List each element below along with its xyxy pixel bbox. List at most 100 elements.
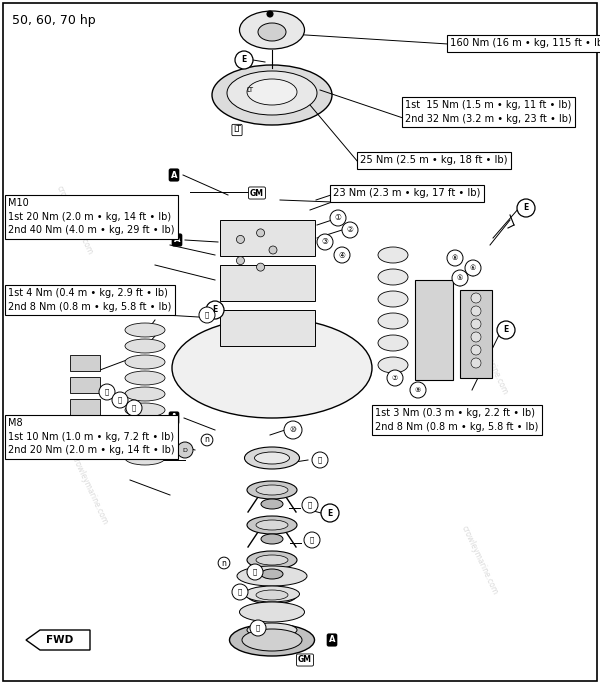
Text: 23 Nm (2.3 m • kg, 17 ft • lb): 23 Nm (2.3 m • kg, 17 ft • lb) <box>333 188 481 198</box>
Circle shape <box>497 321 515 339</box>
Ellipse shape <box>172 318 372 418</box>
Circle shape <box>236 235 244 244</box>
Ellipse shape <box>125 339 165 353</box>
Text: ⑪: ⑪ <box>318 457 322 463</box>
Ellipse shape <box>254 452 290 464</box>
Circle shape <box>177 442 193 458</box>
Text: ⑬: ⑬ <box>310 537 314 543</box>
Text: crowleymarine.com: crowleymarine.com <box>460 524 500 596</box>
Text: 1st  15 Nm (1.5 m • kg, 11 ft • lb)
2nd 32 Nm (3.2 m • kg, 23 ft • lb): 1st 15 Nm (1.5 m • kg, 11 ft • lb) 2nd 3… <box>405 100 572 124</box>
Circle shape <box>471 358 481 368</box>
Circle shape <box>312 452 328 468</box>
Text: ⑤: ⑤ <box>457 275 463 281</box>
Text: n: n <box>221 559 226 568</box>
Text: ⑯: ⑯ <box>256 624 260 631</box>
Text: crowleymarine.com: crowleymarine.com <box>70 454 110 526</box>
Text: E: E <box>503 326 509 334</box>
Text: GM: GM <box>298 655 312 664</box>
Text: ⑦: ⑦ <box>392 375 398 381</box>
Text: crowleymarine.com: crowleymarine.com <box>55 184 95 256</box>
Ellipse shape <box>125 451 165 465</box>
Circle shape <box>232 584 248 600</box>
Bar <box>415 280 453 380</box>
Circle shape <box>284 421 302 439</box>
Ellipse shape <box>247 481 297 499</box>
Text: ③: ③ <box>322 237 328 246</box>
Circle shape <box>269 246 277 254</box>
Ellipse shape <box>247 516 297 534</box>
Circle shape <box>410 382 426 398</box>
Ellipse shape <box>239 11 305 49</box>
Ellipse shape <box>256 555 288 565</box>
Ellipse shape <box>247 79 297 105</box>
Ellipse shape <box>378 335 408 351</box>
Circle shape <box>447 250 463 266</box>
Circle shape <box>471 306 481 316</box>
Circle shape <box>236 256 244 265</box>
Circle shape <box>302 497 318 513</box>
Ellipse shape <box>125 435 165 449</box>
Text: ⑲: ⑲ <box>132 405 136 411</box>
Circle shape <box>342 222 358 238</box>
Ellipse shape <box>125 419 165 433</box>
Text: E: E <box>523 204 529 213</box>
Text: ①: ① <box>335 213 341 222</box>
Ellipse shape <box>229 624 314 656</box>
Text: E: E <box>212 306 218 315</box>
Circle shape <box>250 620 266 636</box>
Bar <box>460 290 492 378</box>
Bar <box>220 310 315 346</box>
Circle shape <box>257 229 265 237</box>
Ellipse shape <box>212 65 332 125</box>
Text: A: A <box>174 235 180 244</box>
Circle shape <box>471 319 481 329</box>
Text: ⑳: ⑳ <box>205 312 209 318</box>
Ellipse shape <box>258 23 286 41</box>
Text: M10
1st 20 Nm (2.0 m • kg, 14 ft • lb)
2nd 40 Nm (4.0 m • kg, 29 ft • lb): M10 1st 20 Nm (2.0 m • kg, 14 ft • lb) 2… <box>8 198 175 235</box>
Text: ⑰: ⑰ <box>105 389 109 395</box>
Circle shape <box>112 392 128 408</box>
Circle shape <box>99 384 115 400</box>
Text: A: A <box>171 414 177 423</box>
Text: ⑧: ⑧ <box>452 255 458 261</box>
Ellipse shape <box>378 357 408 373</box>
Circle shape <box>267 11 273 17</box>
Ellipse shape <box>242 629 302 651</box>
Text: ⑮: ⑮ <box>238 589 242 595</box>
Text: 1st 4 Nm (0.4 m • kg, 2.9 ft • lb)
2nd 8 Nm (0.8 m • kg, 5.8 ft • lb): 1st 4 Nm (0.4 m • kg, 2.9 ft • lb) 2nd 8… <box>8 288 172 312</box>
Bar <box>220 265 315 301</box>
Ellipse shape <box>245 586 299 602</box>
Text: M8
1st 10 Nm (1.0 m • kg, 7.2 ft • lb)
2nd 20 Nm (2.0 m • kg, 14 ft • lb): M8 1st 10 Nm (1.0 m • kg, 7.2 ft • lb) 2… <box>8 418 175 455</box>
Text: 160 Nm (16 m • kg, 115 ft • lb): 160 Nm (16 m • kg, 115 ft • lb) <box>450 38 600 48</box>
Bar <box>70 377 100 393</box>
Text: GM: GM <box>250 189 264 198</box>
Circle shape <box>206 301 224 319</box>
Ellipse shape <box>247 551 297 569</box>
Ellipse shape <box>261 499 283 509</box>
Circle shape <box>317 234 333 250</box>
Text: LT: LT <box>233 125 241 135</box>
Circle shape <box>330 210 346 226</box>
Circle shape <box>235 51 253 69</box>
Text: ⑨: ⑨ <box>415 387 421 393</box>
Ellipse shape <box>125 371 165 385</box>
Text: 50, 60, 70 hp: 50, 60, 70 hp <box>12 14 95 27</box>
Text: n: n <box>205 436 209 445</box>
Circle shape <box>247 564 263 580</box>
Polygon shape <box>26 630 90 650</box>
Circle shape <box>471 293 481 303</box>
Ellipse shape <box>247 586 297 604</box>
Ellipse shape <box>378 269 408 285</box>
Text: ②: ② <box>347 226 353 235</box>
Ellipse shape <box>247 623 297 637</box>
Ellipse shape <box>227 71 317 115</box>
Text: A: A <box>171 170 177 179</box>
Text: ⑭: ⑭ <box>253 568 257 575</box>
Circle shape <box>387 370 403 386</box>
Ellipse shape <box>125 387 165 401</box>
Text: 1st 3 Nm (0.3 m • kg, 2.2 ft • lb)
2nd 8 Nm (0.8 m • kg, 5.8 ft • lb): 1st 3 Nm (0.3 m • kg, 2.2 ft • lb) 2nd 8… <box>375 408 538 432</box>
Text: 25 Nm (2.5 m • kg, 18 ft • lb): 25 Nm (2.5 m • kg, 18 ft • lb) <box>360 155 508 165</box>
Ellipse shape <box>256 520 288 530</box>
Circle shape <box>471 345 481 355</box>
Text: D: D <box>182 447 187 453</box>
